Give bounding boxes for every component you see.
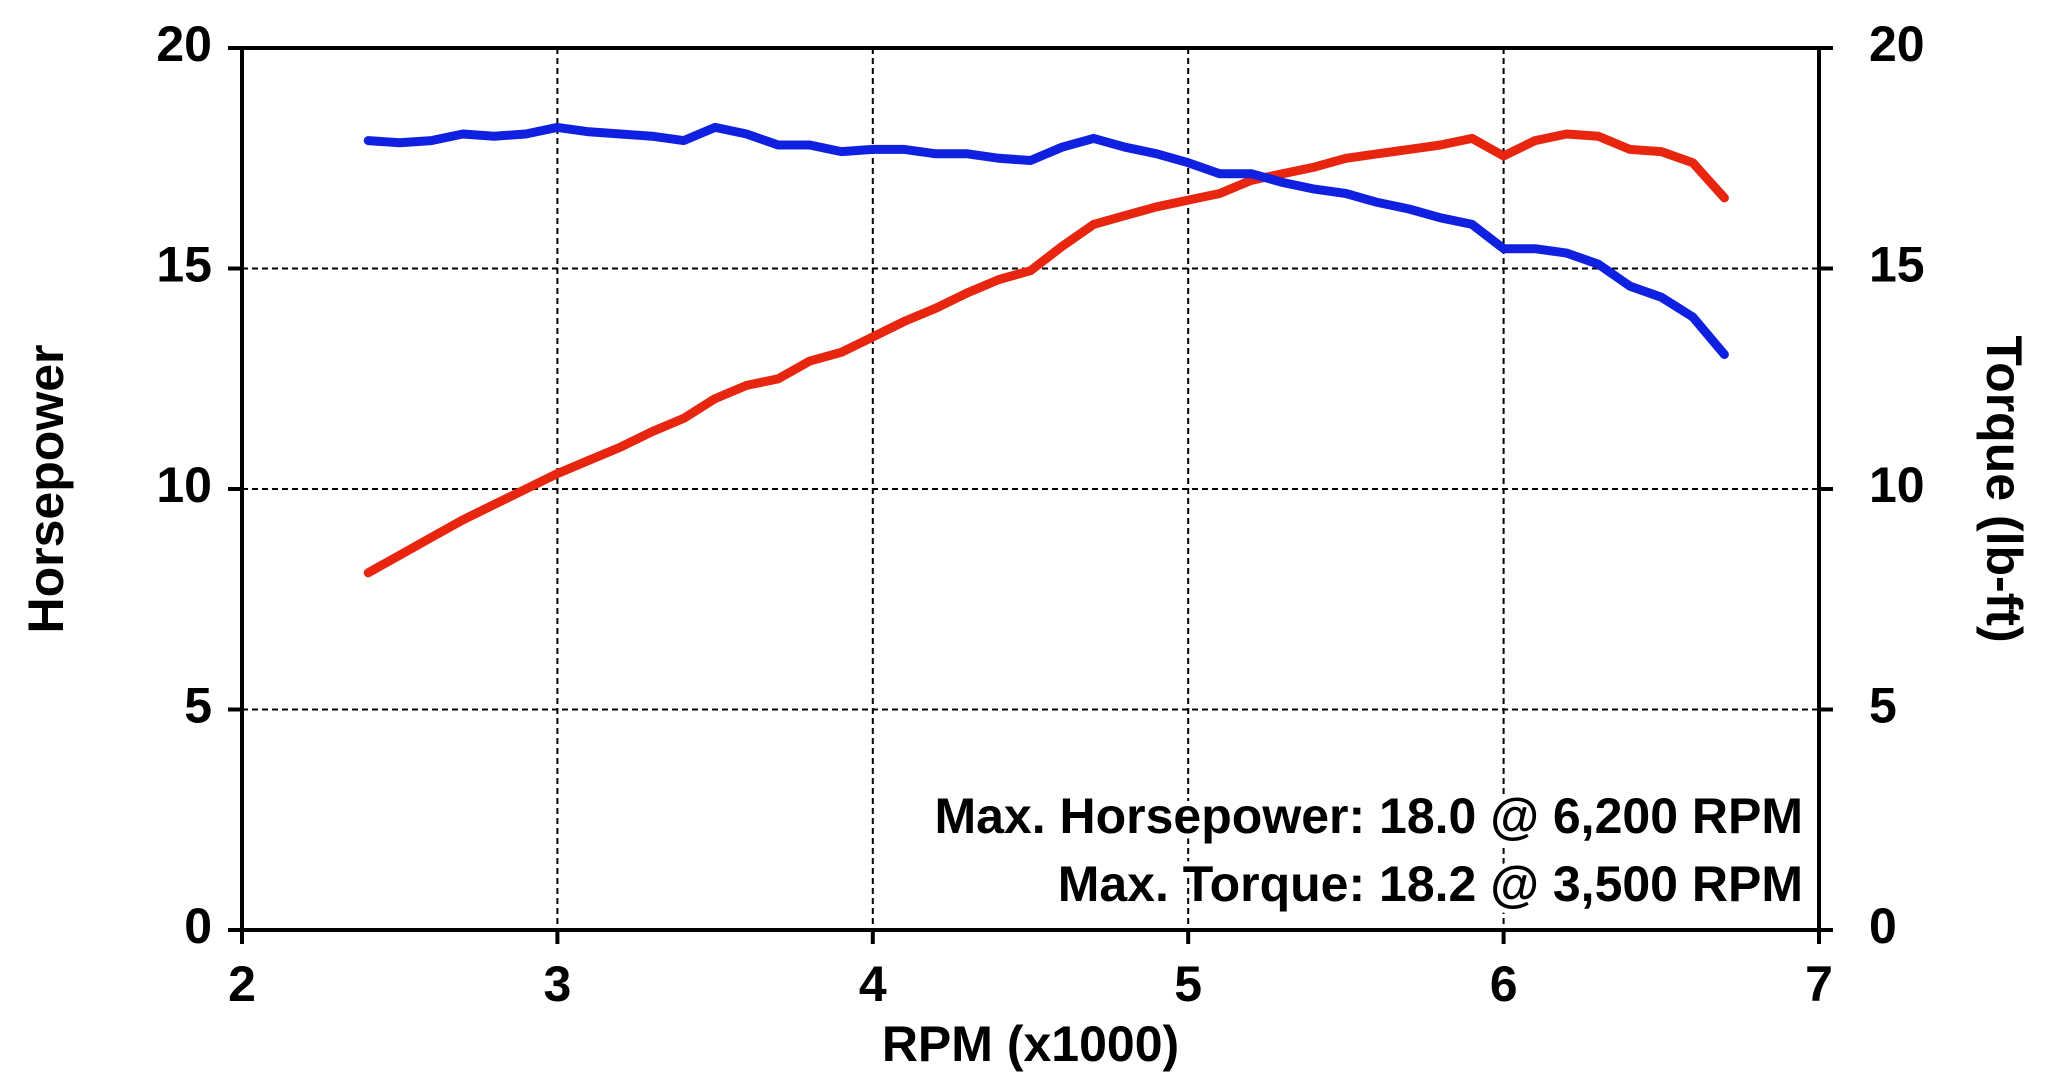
y2-tick-label: 0 [1869, 898, 1897, 954]
x-tick-label: 7 [1805, 956, 1833, 1012]
y-tick-label: 5 [184, 678, 212, 734]
series-line [363, 122, 1729, 359]
x-tick-label: 5 [1174, 956, 1202, 1012]
y2-tick-label: 10 [1869, 457, 1925, 513]
annotation: Max. Horsepower: 18.0 @ 6,200 RPM [934, 788, 1803, 844]
y-tick-label: 0 [184, 898, 212, 954]
x-tick-label: 4 [859, 956, 887, 1012]
x-axis-title: RPM (x1000) [882, 1016, 1179, 1072]
x-tick-label: 6 [1490, 956, 1518, 1012]
y2-axis-title: Torque (lb-ft) [1976, 335, 2032, 642]
annotation: Max. Torque: 18.2 @ 3,500 RPM [1058, 856, 1803, 912]
y2-tick-label: 5 [1869, 678, 1897, 734]
y-tick-label: 20 [156, 16, 212, 72]
x-tick-label: 3 [543, 956, 571, 1012]
y-tick-label: 10 [156, 457, 212, 513]
series-line [363, 129, 1729, 578]
y-tick-label: 15 [156, 237, 212, 293]
x-tick-label: 2 [228, 956, 256, 1012]
y2-tick-label: 20 [1869, 16, 1925, 72]
y-axis-title: Horsepower [18, 345, 74, 634]
y2-tick-label: 15 [1869, 237, 1925, 293]
